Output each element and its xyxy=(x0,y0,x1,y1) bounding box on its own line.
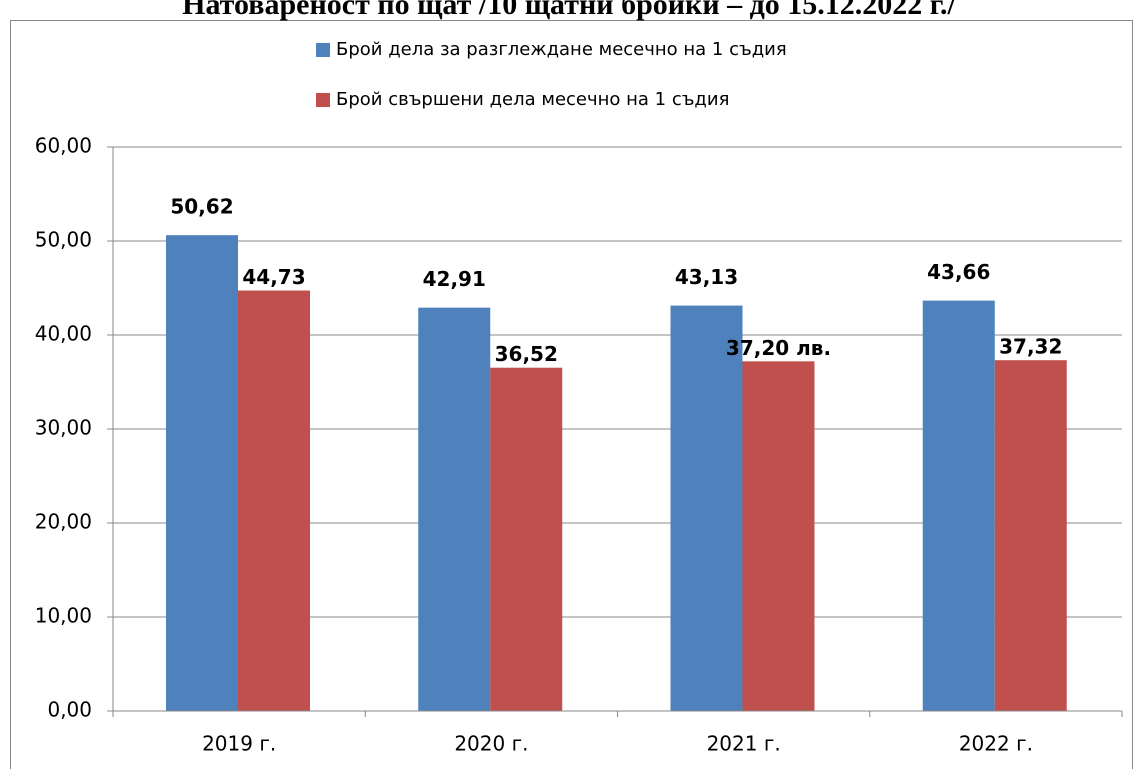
chart-title: Натовареност по щат /10 щатни бройки – д… xyxy=(182,0,956,21)
y-tick-label: 50,00 xyxy=(35,228,92,252)
y-tick-label: 20,00 xyxy=(35,510,92,534)
legend-swatch xyxy=(316,93,330,107)
data-label: 37,20 лв. xyxy=(726,336,831,360)
bar xyxy=(166,235,238,711)
x-tick-label: 2019 г. xyxy=(202,732,276,756)
data-label: 43,13 xyxy=(675,265,738,289)
x-tick-label: 2020 г. xyxy=(454,732,528,756)
x-tick-label: 2021 г. xyxy=(707,732,781,756)
bar xyxy=(490,367,563,711)
bar xyxy=(994,360,1067,711)
data-label: 44,73 xyxy=(242,265,305,289)
y-tick-label: 60,00 xyxy=(35,134,92,158)
y-tick-label: 40,00 xyxy=(35,322,92,346)
y-tick-label: 0,00 xyxy=(47,698,92,722)
bar xyxy=(238,290,310,711)
bar xyxy=(418,307,491,711)
data-label: 50,62 xyxy=(170,195,233,219)
data-label: 37,32 xyxy=(999,335,1062,359)
data-label: 43,66 xyxy=(927,260,990,284)
bar xyxy=(742,361,815,711)
bar xyxy=(922,300,995,711)
x-tick-label: 2022 г. xyxy=(959,732,1033,756)
y-tick-label: 10,00 xyxy=(35,604,92,628)
y-tick-label: 30,00 xyxy=(35,416,92,440)
legend-swatch xyxy=(316,43,330,57)
legend-label: Брой дела за разглеждане месечно на 1 съ… xyxy=(336,39,787,60)
legend-label: Брой свършени дела месечно на 1 съдия xyxy=(336,89,729,110)
data-label: 42,91 xyxy=(423,267,486,291)
bar xyxy=(670,305,743,711)
data-label: 36,52 xyxy=(495,342,558,366)
